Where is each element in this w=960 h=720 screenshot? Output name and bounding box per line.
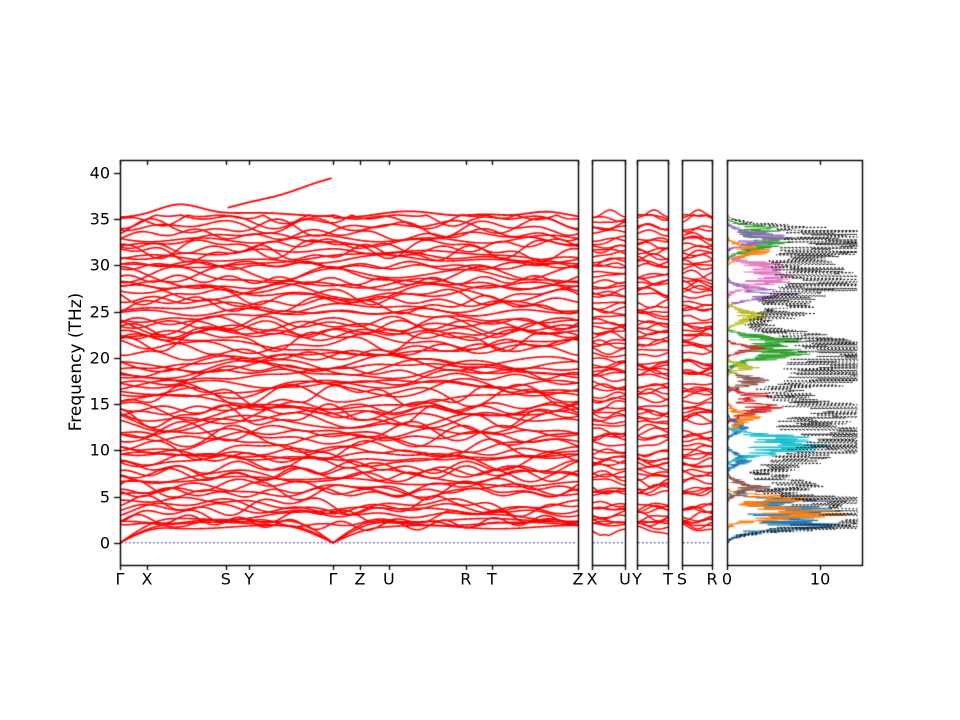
dos-tick-label: 10	[809, 569, 831, 589]
y-tick-label: 10	[89, 440, 110, 460]
y-tick-label: 30	[89, 255, 110, 275]
y-axis-title: Frequency (THz)	[66, 292, 86, 432]
y-tick-label: 15	[89, 394, 110, 414]
y-tick-label: 0	[99, 533, 110, 553]
k-point-label: R	[460, 569, 472, 589]
k-point-label: Γ	[115, 569, 125, 589]
k-point-label: Γ	[328, 569, 338, 589]
y-tick-label: 40	[89, 163, 110, 183]
y-tick-label: 25	[89, 302, 110, 322]
k-point-label: Z	[572, 569, 584, 589]
k-point-label: S	[676, 569, 688, 589]
y-tick-label: 35	[89, 209, 110, 229]
k-point-label: T	[487, 569, 497, 589]
k-point-label: U	[619, 569, 631, 589]
k-point-label: X	[586, 569, 598, 589]
k-point-label: Y	[632, 569, 642, 589]
y-tick-label: 20	[89, 348, 110, 368]
k-point-label: X	[141, 569, 153, 589]
k-point-label: R	[706, 569, 718, 589]
k-point-label: Z	[354, 569, 366, 589]
k-point-label: U	[382, 569, 395, 589]
k-point-label: S	[220, 569, 231, 589]
dos-tick-label: 0	[721, 569, 733, 589]
y-tick-label: 5	[99, 487, 110, 507]
k-point-label: Y	[244, 569, 255, 589]
k-point-label: T	[663, 569, 673, 589]
